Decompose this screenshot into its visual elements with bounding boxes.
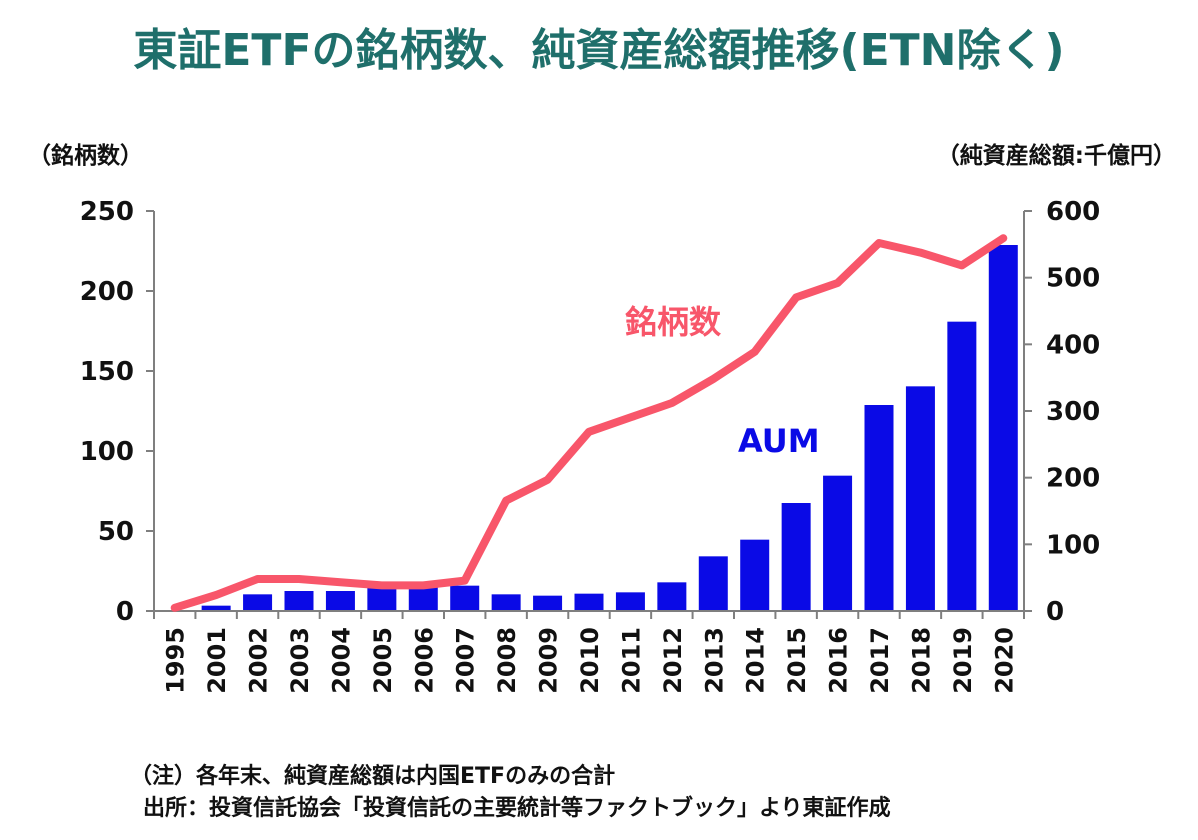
stock-count-point-2012 bbox=[670, 402, 673, 404]
aum-bar-2002 bbox=[243, 594, 273, 611]
aum-bar-2013 bbox=[698, 556, 728, 611]
footnote: （注）各年末、純資産総額は内国ETFのみの合計 bbox=[130, 764, 616, 789]
stock-count-point-2002 bbox=[256, 578, 259, 580]
x-tick-label-2020: 2020 bbox=[990, 627, 1018, 694]
axes-layer bbox=[146, 210, 1032, 619]
x-tick-label-2008: 2008 bbox=[493, 627, 521, 694]
aum-bar-2007 bbox=[450, 585, 480, 611]
aum-bar-2011 bbox=[615, 592, 645, 611]
right-tick-label-600: 600 bbox=[1046, 197, 1100, 227]
aum-bar-2017 bbox=[864, 405, 894, 611]
line-layer bbox=[170, 234, 1008, 612]
right-tick-label-500: 500 bbox=[1046, 264, 1100, 294]
x-tick-label-1995: 1995 bbox=[162, 627, 190, 694]
x-tick-label-2004: 2004 bbox=[327, 627, 355, 694]
x-tick-label-2014: 2014 bbox=[742, 627, 770, 694]
chart-title: 東証ETFの銘柄数、純資産総額推移(ETN除く) bbox=[133, 25, 1065, 76]
line-series-label: 銘柄数 bbox=[625, 303, 722, 341]
stock-count-point-2006 bbox=[422, 584, 425, 587]
bars-layer bbox=[201, 245, 1018, 611]
stock-count-point-2013 bbox=[712, 378, 715, 380]
stock-count-point-1995 bbox=[173, 606, 176, 609]
stock-count-point-2014 bbox=[753, 350, 756, 353]
x-tick-label-2016: 2016 bbox=[825, 627, 853, 694]
aum-bar-2014 bbox=[740, 539, 770, 611]
stock-count-point-2016 bbox=[836, 282, 839, 284]
x-tick-label-2002: 2002 bbox=[245, 627, 273, 694]
left-tick-label-250: 250 bbox=[80, 197, 134, 227]
left-tick-label-200: 200 bbox=[80, 277, 134, 307]
x-tick-label-2018: 2018 bbox=[907, 627, 935, 694]
left-tick-label-100: 100 bbox=[80, 437, 134, 467]
right-tick-label-0: 0 bbox=[1046, 597, 1064, 627]
x-tick-label-2013: 2013 bbox=[700, 627, 728, 694]
aum-bar-2008 bbox=[491, 594, 521, 611]
stock-count-point-2001 bbox=[215, 594, 218, 596]
x-tick-label-2010: 2010 bbox=[576, 627, 604, 694]
stock-count-point-2008 bbox=[505, 499, 508, 502]
x-tick-label-2015: 2015 bbox=[783, 627, 811, 694]
left-axis-caption: （銘柄数） bbox=[28, 143, 143, 169]
right-axis-caption: （純資産総額:千億円） bbox=[936, 143, 1176, 169]
aum-bar-2004 bbox=[325, 591, 355, 611]
aum-bar-2019 bbox=[947, 321, 977, 611]
left-tick-label-50: 50 bbox=[98, 517, 134, 547]
stock-count-point-2004 bbox=[339, 581, 342, 584]
x-tick-label-2011: 2011 bbox=[617, 627, 645, 694]
x-tick-label-2003: 2003 bbox=[286, 627, 314, 694]
x-tick-label-2007: 2007 bbox=[452, 627, 480, 694]
aum-bar-2020 bbox=[988, 245, 1018, 611]
left-tick-label-0: 0 bbox=[116, 597, 134, 627]
right-tick-label-100: 100 bbox=[1046, 530, 1100, 560]
stock-count-point-2003 bbox=[298, 578, 300, 580]
x-tick-label-2012: 2012 bbox=[659, 627, 687, 694]
right-tick-label-400: 400 bbox=[1046, 330, 1100, 360]
labels-layer: 0 50 100 150 200 250 0 100 200 300 400 500 600 1995 20… bbox=[80, 197, 1101, 694]
stock-count-point-2007 bbox=[463, 579, 466, 582]
x-tick-label-2009: 2009 bbox=[535, 627, 563, 694]
left-tick-label-150: 150 bbox=[80, 357, 134, 387]
stock-count-point-2019 bbox=[960, 264, 963, 267]
x-tick-label-2006: 2006 bbox=[410, 627, 438, 694]
aum-bar-2003 bbox=[284, 591, 314, 611]
aum-bar-2001 bbox=[201, 605, 231, 611]
aum-bar-2015 bbox=[781, 503, 811, 611]
stock-count-point-2010 bbox=[588, 430, 590, 433]
stock-count-point-2005 bbox=[380, 584, 383, 587]
stock-count-point-2017 bbox=[878, 242, 880, 244]
right-tick-label-300: 300 bbox=[1046, 397, 1100, 427]
stock-count-point-2018 bbox=[919, 251, 922, 254]
source-note: 出所：投資信託協会「投資信託の主要統計等ファクトブック」より東証作成 bbox=[143, 796, 891, 821]
bar-series-label: AUM bbox=[738, 422, 820, 460]
aum-bar-2010 bbox=[574, 593, 604, 611]
aum-bar-2009 bbox=[533, 595, 563, 611]
aum-bar-2018 bbox=[905, 386, 935, 611]
stock-count-point-2009 bbox=[546, 478, 549, 481]
x-tick-label-2017: 2017 bbox=[866, 627, 894, 694]
right-tick-label-200: 200 bbox=[1046, 464, 1100, 494]
x-tick-label-2005: 2005 bbox=[369, 627, 397, 694]
aum-bar-2012 bbox=[657, 582, 687, 611]
stock-count-point-2015 bbox=[795, 296, 798, 299]
x-tick-label-2019: 2019 bbox=[949, 627, 977, 694]
stock-count-point-2020 bbox=[1002, 237, 1005, 240]
stock-count-point-2011 bbox=[629, 416, 632, 419]
aum-bar-2016 bbox=[823, 475, 853, 611]
x-tick-label-2001: 2001 bbox=[203, 627, 231, 694]
